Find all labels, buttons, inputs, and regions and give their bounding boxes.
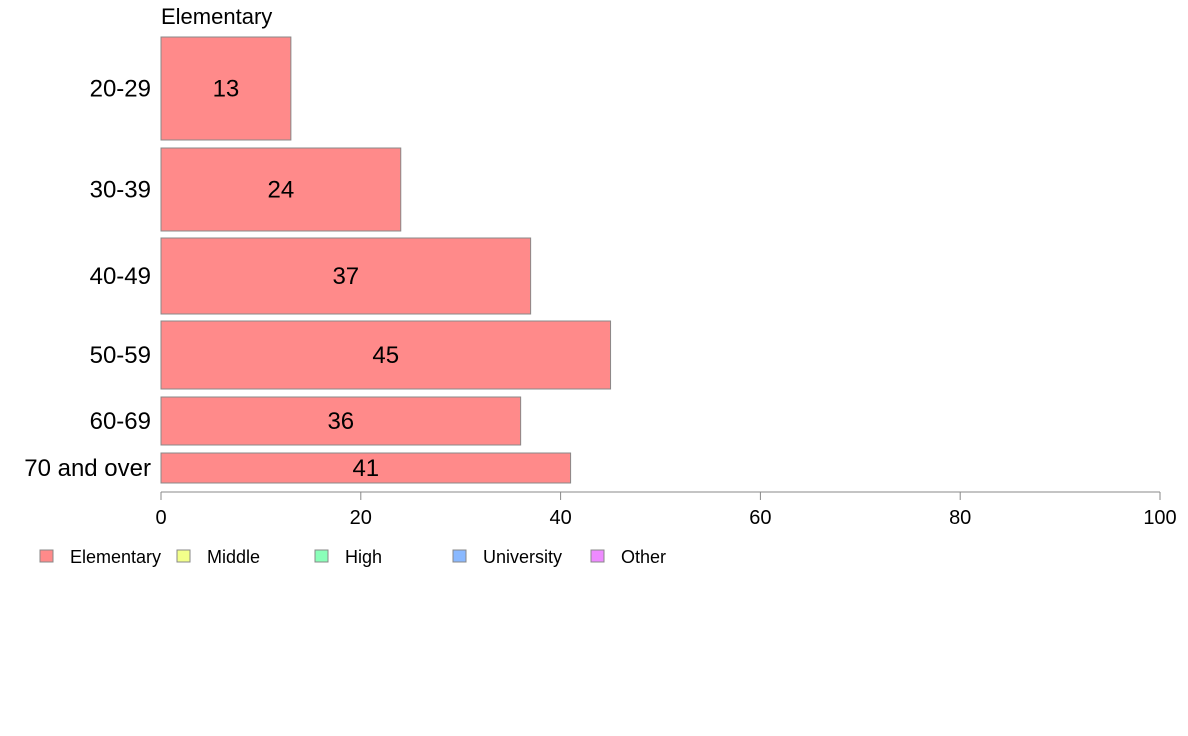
legend-label: University <box>483 547 562 567</box>
legend-swatch <box>314 549 329 563</box>
category-labels: 20-29 30-39 40-49 50-59 60-69 70 and over <box>24 76 151 483</box>
category-label: 60-69 <box>90 408 151 435</box>
bar-value-label: 45 <box>372 342 399 369</box>
legend-swatch <box>590 549 605 563</box>
legend-swatch <box>452 549 467 563</box>
x-tick-label: 0 <box>155 507 166 529</box>
bar-value-label: 37 <box>332 263 359 290</box>
bar-value-label: 41 <box>352 455 379 482</box>
x-tick-label: 100 <box>1143 507 1176 529</box>
x-tick-label: 40 <box>549 507 571 529</box>
bars-group: 13 24 37 45 36 41 <box>160 36 612 484</box>
bar-50-59 <box>160 320 612 390</box>
x-tick-label: 60 <box>749 507 771 529</box>
chart-title: Elementary <box>161 4 272 29</box>
bar-30-39 <box>160 147 402 232</box>
legend-label: Other <box>621 547 666 567</box>
bar-value-label: 36 <box>327 408 354 435</box>
category-label: 70 and over <box>24 455 151 482</box>
bar-60-69 <box>160 396 522 446</box>
bar-40-49 <box>160 237 532 315</box>
category-label: 20-29 <box>90 76 151 103</box>
bar-20-29 <box>160 36 292 141</box>
category-label: 30-39 <box>90 177 151 204</box>
legend-label: Middle <box>207 547 260 567</box>
bar-70-and-over <box>160 452 572 484</box>
legend-swatch <box>176 549 191 563</box>
category-label: 40-49 <box>90 263 151 290</box>
bar-value-label: 13 <box>213 76 240 103</box>
legend: Elementary Middle High University Other <box>39 547 666 567</box>
legend-swatch <box>39 549 54 563</box>
x-axis: 0 20 40 60 80 100 <box>155 491 1177 529</box>
legend-label: High <box>345 547 382 567</box>
bar-value-label: 24 <box>268 177 295 204</box>
x-tick-label: 80 <box>949 507 971 529</box>
category-label: 50-59 <box>90 342 151 369</box>
x-tick-label: 20 <box>350 507 372 529</box>
legend-label: Elementary <box>70 547 161 567</box>
